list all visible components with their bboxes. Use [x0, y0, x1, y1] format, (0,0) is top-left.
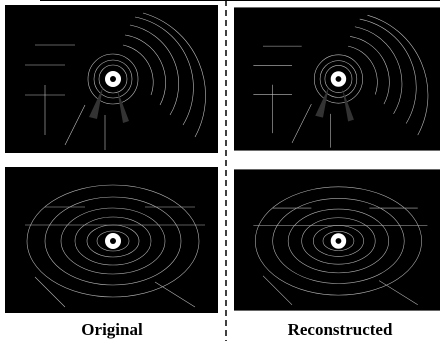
caption: Reconstructed — [288, 320, 393, 339]
figure: Original Reconstructed — [0, 0, 443, 341]
reconstructed-scan-top — [234, 7, 440, 150]
reconstructed-scan-bottom — [234, 169, 440, 310]
original-scan-top — [5, 5, 218, 153]
original-scan-bottom — [5, 167, 218, 313]
caption: Original — [81, 320, 143, 339]
